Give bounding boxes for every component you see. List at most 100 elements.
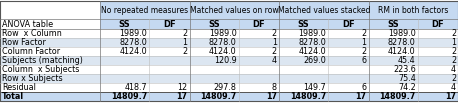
Text: Matched values on row: Matched values on row	[190, 6, 278, 15]
Bar	[239, 56, 279, 65]
Text: 2: 2	[182, 29, 187, 38]
Bar	[418, 38, 458, 47]
Bar	[190, 1, 279, 19]
Text: 2: 2	[451, 56, 456, 65]
Bar	[239, 29, 279, 38]
Bar	[418, 65, 458, 74]
Bar	[100, 83, 149, 92]
Bar	[190, 47, 239, 56]
Text: 1: 1	[451, 38, 456, 47]
Bar	[279, 29, 328, 38]
Text: 14809.7: 14809.7	[201, 92, 237, 101]
Bar	[149, 19, 190, 29]
Text: 14809.7: 14809.7	[290, 92, 326, 101]
Bar	[0, 38, 100, 47]
Text: No repeated measures: No repeated measures	[101, 6, 188, 15]
Bar	[369, 47, 418, 56]
Bar	[369, 1, 458, 19]
Text: Matched values stacked: Matched values stacked	[278, 6, 370, 15]
Text: 2: 2	[451, 29, 456, 38]
Bar	[0, 1, 100, 19]
Text: Column Factor: Column Factor	[2, 47, 60, 56]
Bar	[0, 19, 100, 29]
Text: 1: 1	[272, 38, 277, 47]
Bar	[418, 83, 458, 92]
Text: 2: 2	[182, 47, 187, 56]
Bar	[418, 29, 458, 38]
Bar	[239, 74, 279, 83]
Text: 2: 2	[272, 29, 277, 38]
Bar	[0, 29, 100, 38]
Bar	[418, 19, 458, 29]
Text: SS: SS	[387, 19, 399, 28]
Text: 8278.0: 8278.0	[388, 38, 416, 47]
Bar	[328, 65, 369, 74]
Bar	[328, 56, 369, 65]
Bar	[149, 65, 190, 74]
Bar	[328, 29, 369, 38]
Bar	[279, 1, 369, 19]
Bar	[0, 47, 100, 56]
Text: 2: 2	[451, 47, 456, 56]
Text: 418.7: 418.7	[125, 83, 147, 92]
Bar	[100, 1, 190, 19]
Text: DF: DF	[163, 19, 176, 28]
Text: 4: 4	[451, 65, 456, 74]
Text: 75.4: 75.4	[398, 74, 416, 83]
Text: Row Factor: Row Factor	[2, 38, 46, 47]
Text: 4: 4	[451, 83, 456, 92]
Text: 4124.0: 4124.0	[120, 47, 147, 56]
Text: 17: 17	[266, 92, 277, 101]
Bar	[149, 92, 190, 101]
Bar	[239, 65, 279, 74]
Bar	[149, 83, 190, 92]
Bar	[100, 74, 149, 83]
Bar	[279, 56, 328, 65]
Text: 17: 17	[355, 92, 366, 101]
Bar	[328, 83, 369, 92]
Bar	[100, 56, 149, 65]
Text: 14809.7: 14809.7	[380, 92, 416, 101]
Text: Column  x Subjects: Column x Subjects	[2, 65, 79, 74]
Bar	[149, 47, 190, 56]
Bar	[100, 19, 149, 29]
Bar	[369, 74, 418, 83]
Bar	[239, 92, 279, 101]
Bar	[239, 38, 279, 47]
Text: SS: SS	[119, 19, 131, 28]
Bar	[279, 74, 328, 83]
Bar	[279, 92, 328, 101]
Text: 4124.0: 4124.0	[299, 47, 326, 56]
Bar	[0, 74, 100, 83]
Bar	[100, 47, 149, 56]
Text: 2: 2	[361, 29, 366, 38]
Text: 17: 17	[176, 92, 187, 101]
Bar	[149, 74, 190, 83]
Bar	[239, 83, 279, 92]
Text: RM in both factors: RM in both factors	[378, 6, 448, 15]
Text: 223.6: 223.6	[393, 65, 416, 74]
Text: DF: DF	[342, 19, 354, 28]
Text: 74.2: 74.2	[398, 83, 416, 92]
Text: SS: SS	[298, 19, 310, 28]
Bar	[369, 65, 418, 74]
Bar	[328, 47, 369, 56]
Bar	[328, 74, 369, 83]
Bar	[190, 92, 239, 101]
Text: 45.4: 45.4	[398, 56, 416, 65]
Text: 297.8: 297.8	[214, 83, 237, 92]
Bar	[190, 56, 239, 65]
Bar	[0, 92, 100, 101]
Text: 12: 12	[177, 83, 187, 92]
Text: 8278.0: 8278.0	[299, 38, 326, 47]
Text: 1989.0: 1989.0	[209, 29, 237, 38]
Text: 14809.7: 14809.7	[111, 92, 147, 101]
Text: ANOVA table: ANOVA table	[2, 19, 53, 28]
Bar	[149, 29, 190, 38]
Text: Row  x Column: Row x Column	[2, 29, 62, 38]
Text: 1989.0: 1989.0	[120, 29, 147, 38]
Bar	[190, 83, 239, 92]
Bar	[100, 38, 149, 47]
Bar	[369, 38, 418, 47]
Text: 6: 6	[361, 56, 366, 65]
